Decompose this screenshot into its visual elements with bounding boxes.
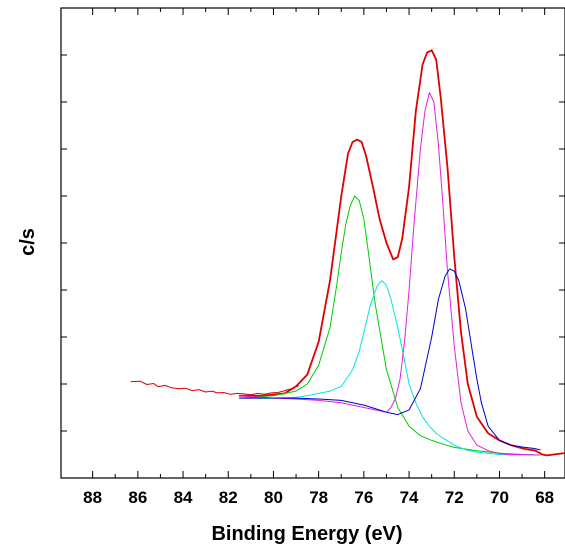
x-axis-tick-labels: 88 86 84 82 80 78 76 74 72 70 68: [83, 488, 554, 507]
x-tick-label: 82: [219, 488, 238, 507]
x-tick-label: 70: [490, 488, 509, 507]
series-line-0: [130, 380, 299, 396]
series-line-4: [239, 92, 541, 456]
plot-frame: [60, 7, 565, 479]
x-tick-label: 88: [83, 488, 102, 507]
y-axis-ticks: [61, 54, 565, 432]
x-tick-label: 72: [445, 488, 464, 507]
series-line-5: [239, 268, 541, 451]
x-tick-label: 86: [128, 488, 147, 507]
x-tick-label: 68: [535, 488, 554, 507]
series-line-2: [239, 195, 541, 456]
series-line-3: [239, 280, 541, 456]
x-tick-label: 80: [264, 488, 283, 507]
x-tick-label: 76: [354, 488, 373, 507]
series-line-1: [238, 49, 565, 457]
x-tick-label: 84: [174, 488, 193, 507]
y-axis-title: c/s: [17, 228, 39, 256]
x-axis-ticks: [92, 8, 546, 478]
x-axis-title: Binding Energy (eV): [211, 523, 402, 545]
spectrum-curves: [130, 49, 565, 457]
x-tick-label: 78: [309, 488, 328, 507]
x-tick-label: 74: [400, 488, 419, 507]
